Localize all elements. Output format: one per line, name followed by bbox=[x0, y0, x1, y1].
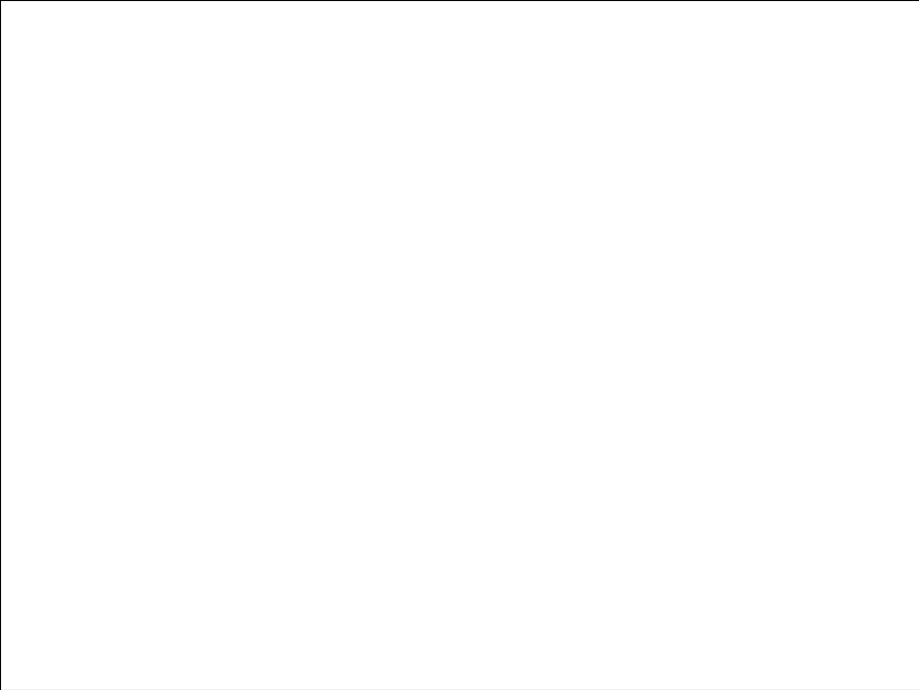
Text: （lymphocyte）：: （lymphocyte）： bbox=[63, 257, 277, 284]
Polygon shape bbox=[442, 302, 584, 451]
Polygon shape bbox=[498, 407, 650, 549]
Polygon shape bbox=[584, 266, 725, 407]
Text: γ:δ CD4⁻CD8⁻: γ:δ CD4⁻CD8⁻ bbox=[473, 455, 543, 465]
Text: 淋 巴 细 胞: 淋 巴 细 胞 bbox=[345, 35, 574, 101]
Text: 是一群异质性的构: 是一群异质性的构 bbox=[104, 317, 236, 344]
Text: 淋巴细胞: 淋巴细胞 bbox=[137, 197, 203, 224]
Text: Ig⁺: Ig⁺ bbox=[635, 338, 655, 352]
Polygon shape bbox=[584, 179, 811, 635]
FancyBboxPatch shape bbox=[0, 0, 919, 135]
Polygon shape bbox=[357, 179, 584, 407]
Text: NK cells
IgⁿCD3ⁿ: NK cells IgⁿCD3ⁿ bbox=[422, 507, 471, 554]
Polygon shape bbox=[449, 407, 584, 520]
Text: 成免疫系统的主要: 成免疫系统的主要 bbox=[104, 377, 236, 404]
Text: CD4⁺ α:β: CD4⁺ α:β bbox=[650, 462, 713, 475]
Polygon shape bbox=[489, 266, 584, 407]
Text: B cells – Ig⁺: B cells – Ig⁺ bbox=[422, 245, 484, 308]
Text: T cells – CD3⁺: T cells – CD3⁺ bbox=[690, 506, 718, 595]
Text: B细胞和NK细胞。: B细胞和NK细胞。 bbox=[91, 497, 249, 524]
Text: CD8⁺ α:β: CD8⁺ α:β bbox=[546, 502, 604, 515]
Text: CD5⁺: CD5⁺ bbox=[539, 326, 569, 335]
FancyBboxPatch shape bbox=[0, 135, 919, 690]
Circle shape bbox=[351, 175, 816, 640]
Text: 细胞，包括T细胞、: 细胞，包括T细胞、 bbox=[96, 437, 244, 464]
Polygon shape bbox=[357, 407, 584, 635]
Polygon shape bbox=[584, 407, 725, 532]
Text: CD16⁺: CD16⁺ bbox=[473, 377, 514, 389]
